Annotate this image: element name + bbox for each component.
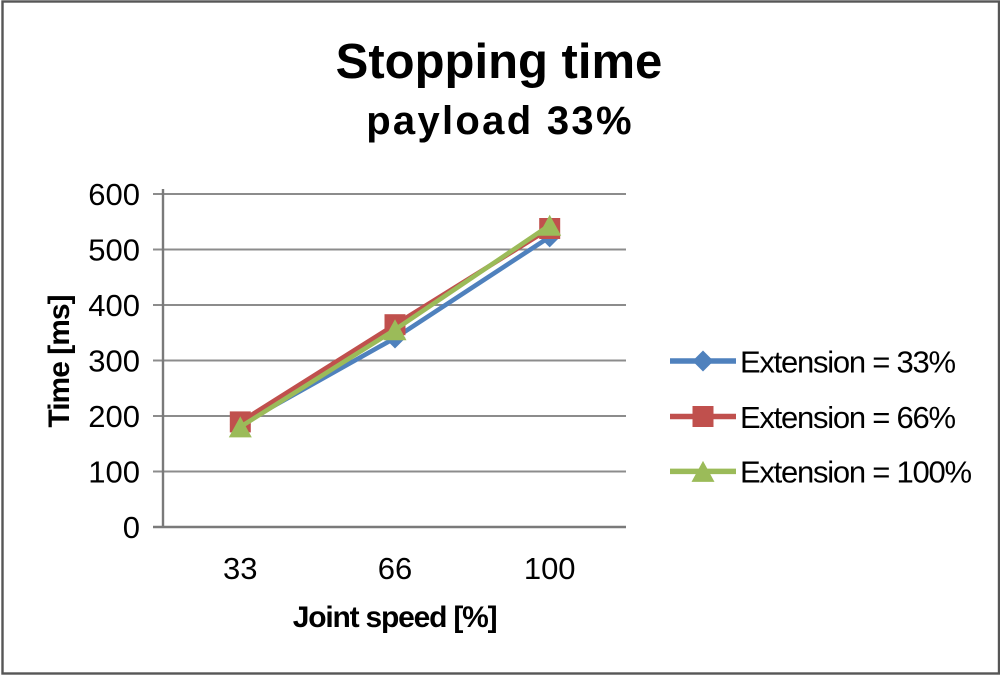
svg-text:0: 0 bbox=[123, 510, 140, 545]
svg-text:66: 66 bbox=[378, 551, 412, 586]
svg-text:200: 200 bbox=[88, 399, 140, 434]
svg-text:payload 33%: payload 33% bbox=[366, 99, 634, 143]
svg-text:Time [ms]: Time [ms] bbox=[43, 295, 76, 427]
svg-text:Extension = 33%: Extension = 33% bbox=[740, 344, 955, 379]
svg-text:Stopping time: Stopping time bbox=[336, 35, 663, 89]
svg-text:100: 100 bbox=[88, 455, 140, 490]
svg-text:600: 600 bbox=[88, 177, 140, 212]
svg-text:100: 100 bbox=[524, 551, 576, 586]
svg-text:400: 400 bbox=[88, 288, 140, 323]
svg-text:300: 300 bbox=[88, 344, 140, 379]
svg-text:Extension = 66%: Extension = 66% bbox=[740, 400, 955, 435]
svg-text:Joint speed [%]: Joint speed [%] bbox=[293, 601, 497, 634]
svg-text:33: 33 bbox=[223, 551, 257, 586]
svg-text:Extension = 100%: Extension = 100% bbox=[740, 455, 971, 490]
svg-text:500: 500 bbox=[88, 233, 140, 268]
